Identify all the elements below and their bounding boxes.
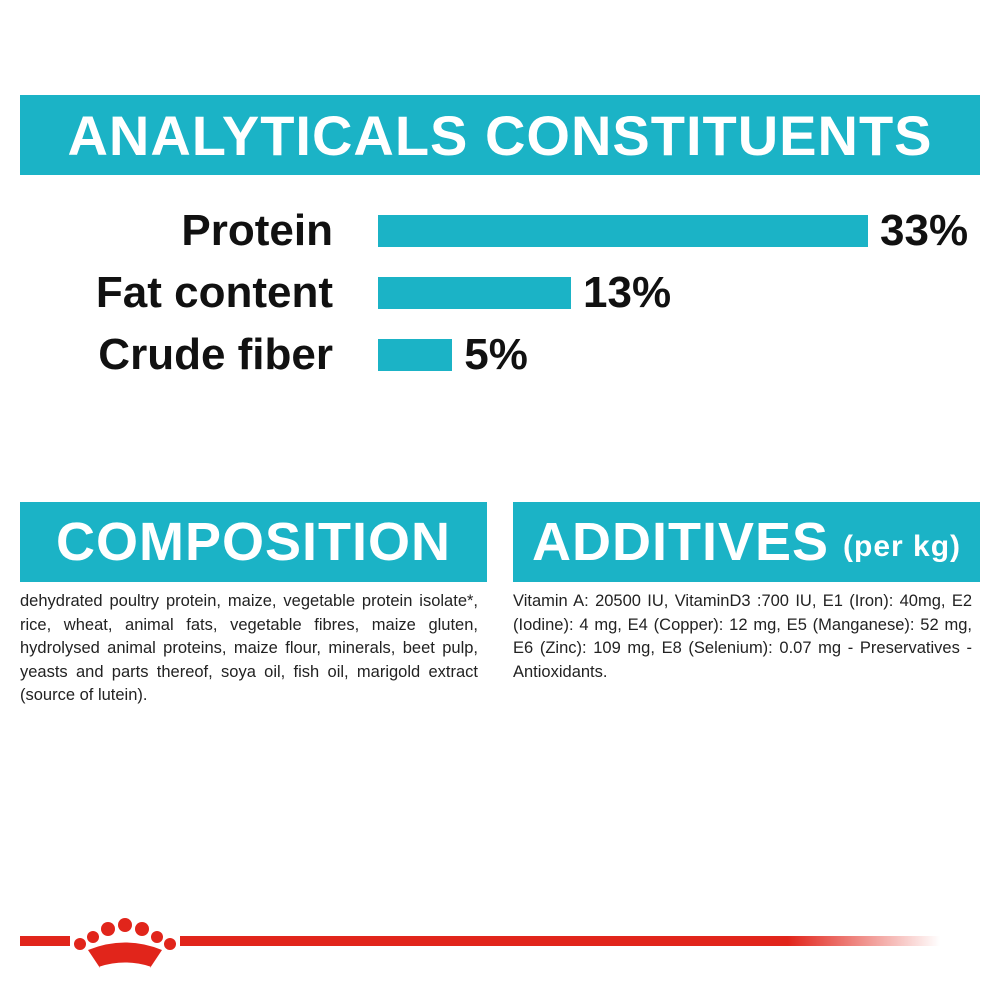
composition-text: dehydrated poultry protein, maize, veget… xyxy=(20,592,478,704)
additives-text: Vitamin A: 20500 IU, VitaminD3 :700 IU, … xyxy=(513,592,972,681)
category-label: Fat content xyxy=(95,268,333,317)
value-label: 33% xyxy=(880,206,969,255)
value-label: 5% xyxy=(464,330,528,379)
crown-logo xyxy=(74,918,176,968)
bar xyxy=(378,339,453,371)
additives-title: ADDITIVES xyxy=(531,512,830,572)
value-label: 13% xyxy=(583,268,672,317)
additives-banner: ADDITIVES (per kg) xyxy=(513,502,980,582)
bar xyxy=(378,277,572,309)
logo-line xyxy=(20,936,70,946)
category-label: Crude fiber xyxy=(98,330,333,379)
composition-banner: COMPOSITION xyxy=(20,502,487,582)
category-label: Protein xyxy=(181,206,333,255)
logo-line xyxy=(180,936,940,946)
additives-unit: (per kg) xyxy=(843,530,962,563)
bar xyxy=(378,215,869,247)
title-banner: ANALYTICALS CONSTITUENTS xyxy=(20,95,980,175)
